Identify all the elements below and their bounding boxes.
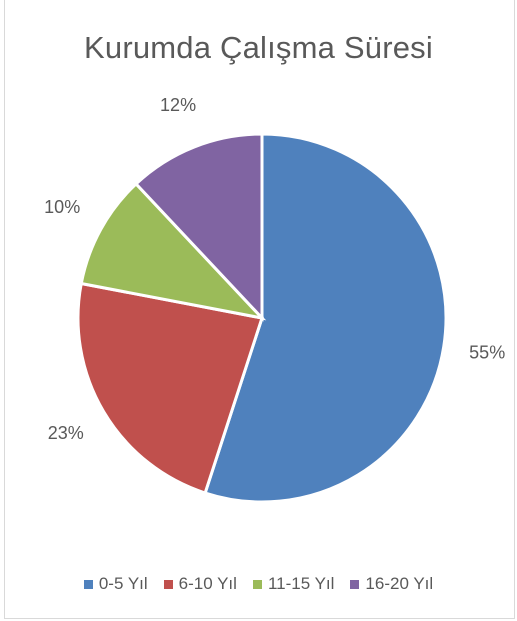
legend-item-6-10: 6-10 Yıl: [163, 574, 237, 594]
legend-item-16-20: 16-20 Yıl: [350, 574, 433, 594]
data-label-6-10: 23%: [48, 423, 84, 443]
legend-swatch-11-15: [252, 579, 262, 589]
legend-label-11-15: 11-15 Yıl: [267, 574, 335, 593]
legend: 0-5 Yıl 6-10 Yıl 11-15 Yıl 16-20 Yıl: [0, 574, 517, 594]
pie-slice-11-15: [79, 181, 267, 321]
legend-swatch-16-20: [350, 579, 360, 589]
legend-item-0-5: 0-5 Yıl: [83, 574, 148, 594]
data-label-16-20: 12%: [160, 95, 196, 115]
chart-title: Kurumda Çalışma Süresi: [84, 30, 433, 65]
pie-slice-6-10: [76, 281, 264, 495]
legend-swatch-6-10: [163, 579, 173, 589]
legend-label-16-20: 16-20 Yıl: [365, 574, 434, 593]
legend-label-0-5: 0-5 Yıl: [98, 574, 148, 593]
legend-item-11-15: 11-15 Yıl: [252, 574, 335, 594]
pie-slice-16-20: [133, 132, 264, 322]
data-label-0-5: 55%: [469, 342, 505, 362]
legend-swatch-0-5: [83, 579, 93, 589]
data-label-11-15: 10%: [44, 197, 80, 217]
pie-slice-0-5: [203, 132, 448, 504]
legend-label-6-10: 6-10 Yıl: [178, 574, 237, 593]
